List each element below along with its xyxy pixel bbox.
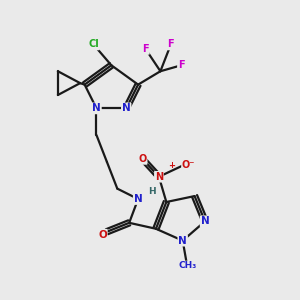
Text: CH₃: CH₃ (178, 261, 196, 270)
Text: F: F (178, 60, 184, 70)
Text: F: F (142, 44, 149, 54)
Text: N: N (92, 103, 101, 113)
Text: +: + (168, 161, 175, 170)
Text: N: N (178, 236, 187, 246)
Text: H: H (148, 187, 156, 196)
Text: O: O (138, 154, 147, 164)
Text: Cl: Cl (88, 40, 99, 50)
Text: N: N (155, 172, 163, 182)
Text: O⁻: O⁻ (182, 160, 195, 170)
Text: N: N (122, 103, 130, 113)
Text: N: N (134, 194, 142, 204)
Text: N: N (201, 216, 209, 226)
Text: O: O (98, 230, 107, 240)
Text: F: F (167, 40, 174, 50)
